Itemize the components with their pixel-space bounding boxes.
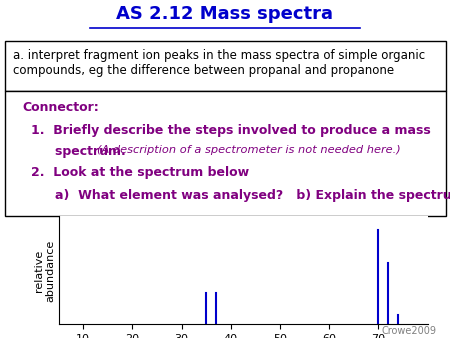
Text: Crowe2009: Crowe2009 (382, 326, 436, 336)
Text: AS 2.12 Mass spectra: AS 2.12 Mass spectra (117, 5, 333, 23)
FancyBboxPatch shape (4, 41, 446, 91)
Text: 1.  Briefly describe the steps involved to produce a mass: 1. Briefly describe the steps involved t… (31, 124, 431, 137)
Text: Connector:: Connector: (22, 101, 99, 114)
Text: a)  What element was analysed?   b) Explain the spectrum: a) What element was analysed? b) Explain… (55, 189, 450, 202)
Y-axis label: relative
abundance: relative abundance (34, 239, 56, 301)
Text: spectrum.: spectrum. (55, 145, 130, 158)
Text: a. interpret fragment ion peaks in the mass spectra of simple organic
compounds,: a. interpret fragment ion peaks in the m… (14, 49, 425, 77)
Text: 2.  Look at the spectrum below: 2. Look at the spectrum below (31, 166, 249, 179)
FancyBboxPatch shape (4, 91, 446, 216)
Text: (A description of a spectrometer is not needed here.): (A description of a spectrometer is not … (97, 145, 401, 155)
